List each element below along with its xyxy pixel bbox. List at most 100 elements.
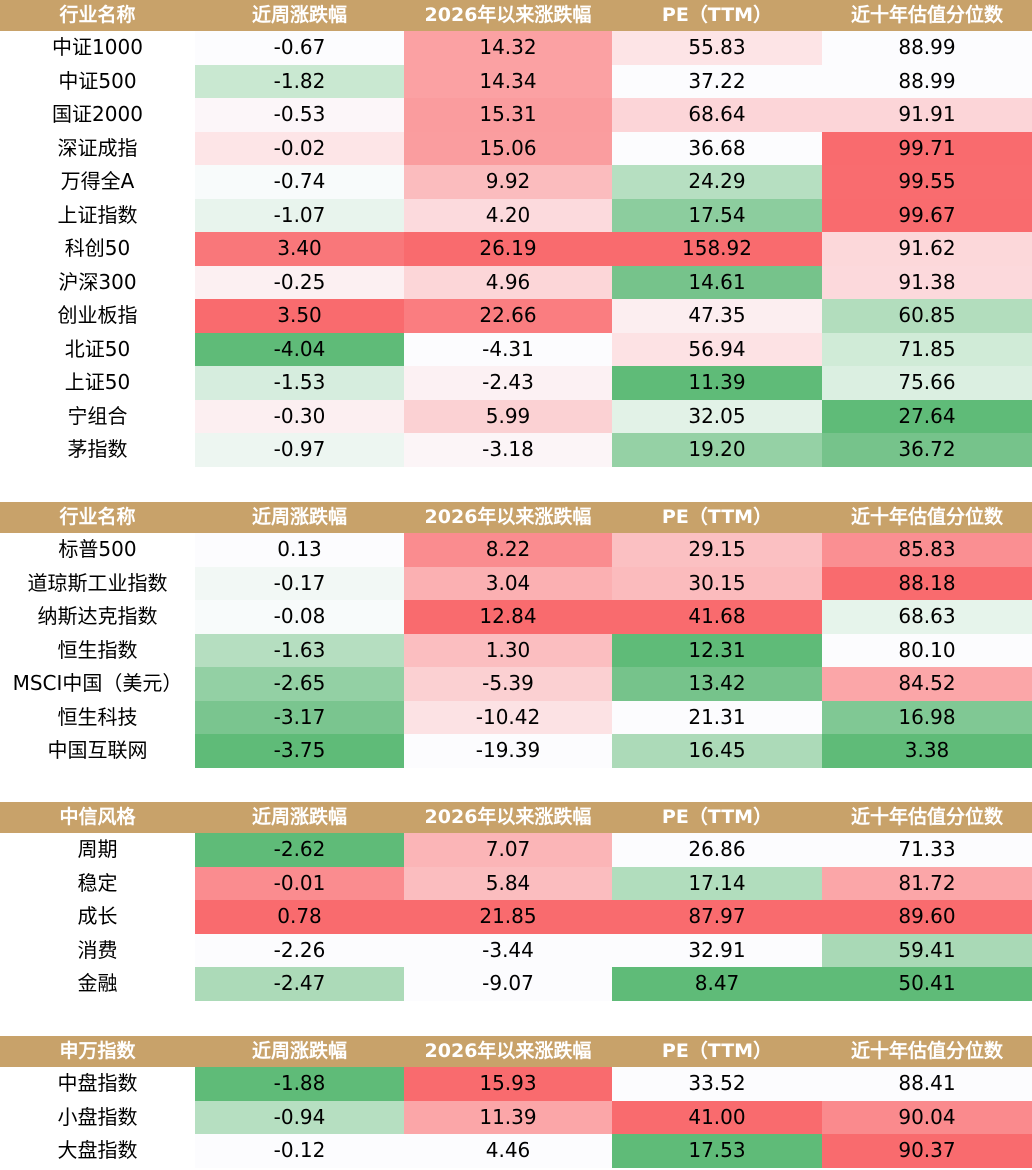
table-row: 沪深300 -0.25 4.96 14.61 91.38 <box>0 265 1032 299</box>
value-cell: 15.06 <box>404 131 612 165</box>
value-cell: 14.32 <box>404 31 612 65</box>
value-cell: -0.94 <box>195 1100 404 1134</box>
value-cell: -3.44 <box>404 933 612 967</box>
header-cell: 近十年估值分位数 <box>850 806 1003 828</box>
value-cell: 55.83 <box>612 31 822 65</box>
value-cell: 15.93 <box>404 1067 612 1101</box>
table-row: 创业板指 3.50 22.66 47.35 60.85 <box>0 299 1032 333</box>
value-cell: -19.39 <box>404 734 612 768</box>
value-cell: 3.50 <box>195 299 404 333</box>
table-header: 行业名称 近周涨跌幅 2026年以来涨跌幅 PE（TTM） 近十年估值分位数 <box>0 0 1032 31</box>
row-name: 中证500 <box>58 68 137 93</box>
header-cell: 2026年以来涨跌幅 <box>424 1040 592 1062</box>
table-row: 恒生指数 -1.63 1.30 12.31 80.10 <box>0 633 1032 667</box>
value-cell: 91.91 <box>822 98 1032 132</box>
value-cell: 158.92 <box>612 232 822 266</box>
row-name: 小盘指数 <box>57 1104 138 1129</box>
value-cell: -3.17 <box>195 700 404 734</box>
row-name: 消费 <box>77 937 118 962</box>
value-cell: -0.01 <box>195 866 404 900</box>
value-cell: 68.64 <box>612 98 822 132</box>
value-cell: -2.47 <box>195 967 404 1001</box>
value-cell: -1.82 <box>195 64 404 98</box>
value-cell: 90.04 <box>822 1100 1032 1134</box>
table-row: 中盘指数 -1.88 15.93 33.52 88.41 <box>0 1067 1032 1101</box>
value-cell: -3.75 <box>195 734 404 768</box>
value-cell: -0.30 <box>195 399 404 433</box>
value-cell: -10.42 <box>404 700 612 734</box>
table-row: 成长 0.78 21.85 87.97 89.60 <box>0 900 1032 934</box>
value-cell: -1.63 <box>195 633 404 667</box>
value-cell: 14.34 <box>404 64 612 98</box>
value-cell: 80.10 <box>822 633 1032 667</box>
value-cell: 99.67 <box>822 198 1032 232</box>
value-cell: -1.88 <box>195 1067 404 1101</box>
value-cell: 7.07 <box>404 833 612 867</box>
row-name: 中盘指数 <box>57 1071 138 1095</box>
value-cell: -0.12 <box>195 1134 404 1168</box>
value-cell: 75.66 <box>822 366 1032 400</box>
value-cell: 71.85 <box>822 332 1032 366</box>
row-name: 北证50 <box>64 336 131 361</box>
header-cell: 近周涨跌幅 <box>251 1040 347 1062</box>
value-cell: 21.85 <box>404 900 612 934</box>
value-cell: 29.15 <box>612 533 822 567</box>
row-name: 金融 <box>77 971 118 995</box>
header-cell: 近十年估值分位数 <box>850 1040 1003 1062</box>
table-section-2: 行业名称 近周涨跌幅 2026年以来涨跌幅 PE（TTM） 近十年估值分位数 标普500 0… <box>0 502 1032 768</box>
row-name: 科创50 <box>64 236 131 260</box>
value-cell: 8.47 <box>612 967 822 1001</box>
value-cell: 47.35 <box>612 299 822 333</box>
row-name: 大盘指数 <box>57 1138 138 1162</box>
table-row: 恒生科技 -3.17 -10.42 21.31 16.98 <box>0 700 1032 734</box>
value-cell: 81.72 <box>822 866 1032 900</box>
value-cell: 1.30 <box>404 633 612 667</box>
row-name: 纳斯达克指数 <box>37 604 158 628</box>
value-cell: 16.98 <box>822 700 1032 734</box>
value-cell: 27.64 <box>822 399 1032 433</box>
table-row: 金融 -2.47 -9.07 8.47 50.41 <box>0 967 1032 1001</box>
value-cell: 37.22 <box>612 64 822 98</box>
row-name: 中国互联网 <box>47 738 148 762</box>
value-cell: 32.05 <box>612 399 822 433</box>
table-row: 中证500 -1.82 14.34 37.22 88.99 <box>0 64 1032 98</box>
header-cell: 申万指数 <box>59 1040 136 1062</box>
row-name: 上证50 <box>64 370 131 394</box>
value-cell: -0.02 <box>195 131 404 165</box>
value-cell: 91.38 <box>822 265 1032 299</box>
value-cell: 68.63 <box>822 600 1032 634</box>
header-cell: 近周涨跌幅 <box>251 806 347 828</box>
table-row: MSCI中国（美元） -2.65 -5.39 13.42 84.52 <box>0 667 1032 701</box>
value-cell: 3.40 <box>195 232 404 266</box>
header-cell: 近周涨跌幅 <box>251 4 347 26</box>
value-cell: 36.72 <box>822 433 1032 467</box>
value-cell: 88.99 <box>822 31 1032 65</box>
value-cell: 3.38 <box>822 734 1032 768</box>
value-cell: -1.07 <box>195 198 404 232</box>
row-name: 中证1000 <box>52 35 143 59</box>
table-row: 纳斯达克指数 -0.08 12.84 41.68 68.63 <box>0 600 1032 634</box>
table-row: 中国互联网 -3.75 -19.39 16.45 3.38 <box>0 734 1032 768</box>
value-cell: 16.45 <box>612 734 822 768</box>
row-name: 创业板指 <box>57 303 138 327</box>
table-row: 宁组合 -0.30 5.99 32.05 27.64 <box>0 399 1032 433</box>
row-name: 宁组合 <box>67 403 128 428</box>
value-cell: -9.07 <box>404 967 612 1001</box>
value-cell: 60.85 <box>822 299 1032 333</box>
value-cell: -5.39 <box>404 667 612 701</box>
value-cell: 50.41 <box>822 967 1032 1001</box>
value-cell: -4.04 <box>195 332 404 366</box>
row-name: 万得全A <box>60 169 135 193</box>
value-cell: -0.17 <box>195 566 404 600</box>
value-cell: 89.60 <box>822 900 1032 934</box>
value-cell: 26.19 <box>404 232 612 266</box>
value-cell: 12.84 <box>404 600 612 634</box>
row-name: 成长 <box>77 904 118 928</box>
value-cell: 56.94 <box>612 332 822 366</box>
value-cell: 36.68 <box>612 131 822 165</box>
value-cell: 0.13 <box>195 533 404 567</box>
value-cell: 41.00 <box>612 1100 822 1134</box>
header-cell: 近十年估值分位数 <box>850 4 1003 26</box>
table-row: 上证50 -1.53 -2.43 11.39 75.66 <box>0 366 1032 400</box>
value-cell: -0.97 <box>195 433 404 467</box>
